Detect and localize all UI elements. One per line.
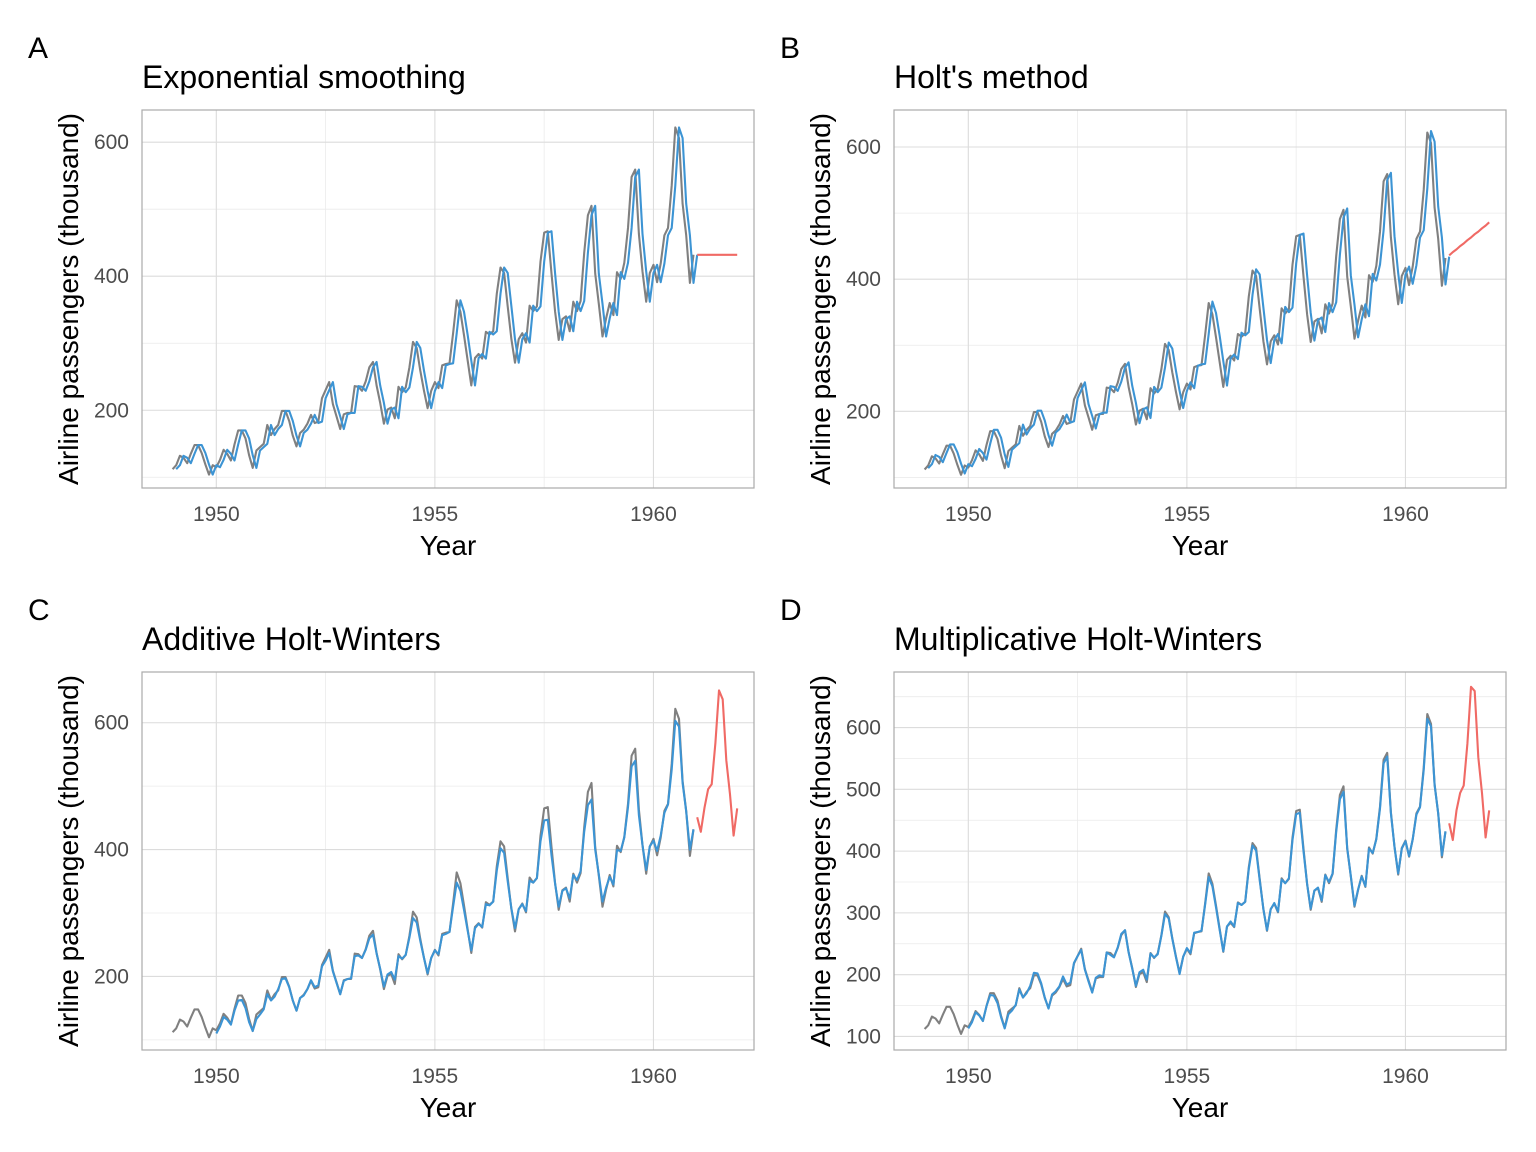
x-tick-label: 1955 bbox=[1164, 503, 1211, 526]
y-tick-label: 600 bbox=[846, 717, 881, 740]
y-tick-label: 500 bbox=[846, 778, 881, 801]
y-tick-label: 400 bbox=[94, 839, 129, 862]
series-fitted bbox=[215, 719, 695, 1034]
series-fitted bbox=[927, 130, 1451, 475]
series-observed bbox=[171, 126, 695, 476]
y-tick-label: 400 bbox=[846, 268, 881, 291]
y-tick-label: 400 bbox=[846, 840, 881, 863]
panel-tag: C bbox=[28, 594, 50, 627]
minor-gridlines bbox=[142, 110, 754, 488]
x-axis-label: Year bbox=[420, 1092, 477, 1123]
y-axis-label: Airline passengers (thousand) bbox=[805, 675, 836, 1047]
panel-c: C Additive Holt-Winters 1950 1955 1960 200 400… bbox=[0, 562, 768, 1138]
x-tick-label: 1950 bbox=[193, 503, 240, 526]
series-fitted bbox=[967, 717, 1447, 1030]
panel-tag: B bbox=[780, 32, 800, 65]
panel-title: Additive Holt-Winters bbox=[142, 621, 441, 657]
plot-frame bbox=[141, 671, 755, 1051]
plot-frame bbox=[141, 109, 755, 489]
series-observed bbox=[923, 131, 1447, 476]
major-gridlines bbox=[894, 110, 1506, 488]
y-tick-label: 600 bbox=[846, 136, 881, 159]
panel-tag: A bbox=[28, 32, 48, 65]
y-axis-label: Airline passengers (thousand) bbox=[53, 113, 84, 485]
y-tick-label: 200 bbox=[94, 965, 129, 988]
y-axis-label: Airline passengers (thousand) bbox=[805, 113, 836, 485]
y-tick-label: 200 bbox=[846, 400, 881, 423]
minor-gridlines bbox=[894, 672, 1506, 1050]
panel-title: Multiplicative Holt-Winters bbox=[894, 621, 1262, 657]
major-gridlines bbox=[142, 672, 754, 1050]
x-tick-label: 1955 bbox=[412, 503, 459, 526]
minor-gridlines bbox=[894, 110, 1506, 488]
plot-frame bbox=[893, 671, 1507, 1051]
panel-b: B Holt's method 1950 1955 1960 200 400 600 Year A… bbox=[752, 0, 1520, 576]
series-forecast bbox=[1448, 685, 1491, 842]
major-gridlines bbox=[894, 672, 1506, 1050]
y-axis-label: Airline passengers (thousand) bbox=[53, 675, 84, 1047]
y-tick-label: 100 bbox=[846, 1025, 881, 1048]
y-tick-label: 600 bbox=[94, 131, 129, 154]
minor-gridlines bbox=[142, 672, 754, 1050]
x-tick-label: 1950 bbox=[945, 1065, 992, 1088]
y-tick-label: 400 bbox=[94, 265, 129, 288]
plot-frame bbox=[893, 109, 1507, 489]
y-tick-label: 300 bbox=[846, 902, 881, 925]
chart-svg: D Multiplicative Holt-Winters 1950 1955 1960… bbox=[780, 594, 1507, 1123]
x-tick-label: 1960 bbox=[1382, 1065, 1429, 1088]
x-tick-label: 1960 bbox=[1382, 503, 1429, 526]
x-tick-label: 1955 bbox=[412, 1065, 459, 1088]
panel-title: Exponential smoothing bbox=[142, 59, 466, 95]
chart-svg: B Holt's method 1950 1955 1960 200 400 600 Year A… bbox=[780, 32, 1507, 561]
series-fitted bbox=[175, 126, 699, 476]
x-tick-label: 1950 bbox=[193, 1065, 240, 1088]
chart-svg: C Additive Holt-Winters 1950 1955 1960 200 400… bbox=[28, 594, 755, 1123]
x-tick-label: 1950 bbox=[945, 503, 992, 526]
x-axis-label: Year bbox=[1172, 530, 1229, 561]
panel-d: D Multiplicative Holt-Winters 1950 1955 1960… bbox=[752, 562, 1520, 1138]
x-tick-label: 1960 bbox=[630, 1065, 677, 1088]
series-forecast bbox=[1448, 221, 1490, 257]
y-tick-label: 600 bbox=[94, 712, 129, 735]
y-tick-label: 200 bbox=[94, 399, 129, 422]
panel-tag: D bbox=[780, 594, 802, 627]
y-tick-label: 200 bbox=[846, 964, 881, 987]
series-forecast bbox=[696, 689, 739, 837]
x-axis-label: Year bbox=[420, 530, 477, 561]
panel-a: A Exponential smoothing 1950 1955 1960 200 400… bbox=[0, 0, 768, 576]
x-tick-label: 1955 bbox=[1164, 1065, 1211, 1088]
panel-title: Holt's method bbox=[894, 59, 1089, 95]
x-axis-label: Year bbox=[1172, 1092, 1229, 1123]
x-tick-label: 1960 bbox=[630, 503, 677, 526]
chart-svg: A Exponential smoothing 1950 1955 1960 200 400… bbox=[28, 32, 755, 561]
major-gridlines bbox=[142, 110, 754, 488]
